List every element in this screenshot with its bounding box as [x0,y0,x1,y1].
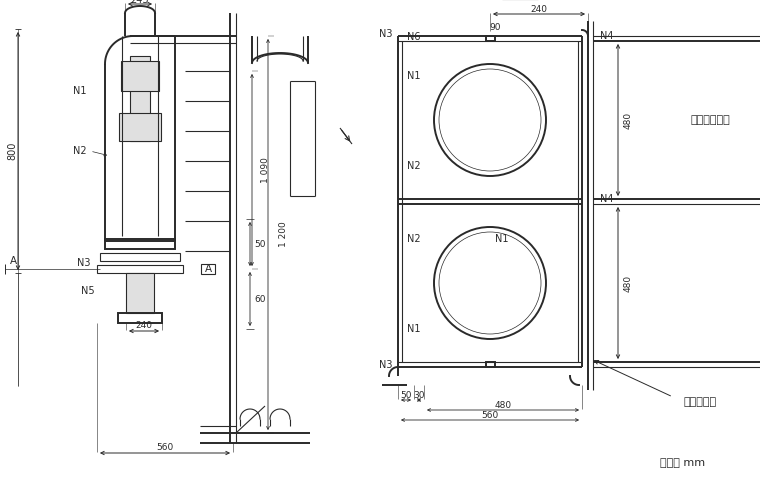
Text: 245: 245 [131,0,149,5]
Bar [486,362,495,367]
Bar [486,36,495,41]
Text: 60: 60 [255,295,266,303]
Text: 钢箱梁横隔板: 钢箱梁横隔板 [690,115,730,125]
Text: 50: 50 [401,390,412,400]
Bar [126,273,154,313]
Text: 50: 50 [255,240,266,248]
Text: N4: N4 [600,31,613,41]
Text: 480: 480 [623,274,632,292]
Text: 800: 800 [7,142,17,160]
Text: 1 090: 1 090 [261,157,271,183]
Text: 560: 560 [157,443,173,453]
Text: N1: N1 [407,71,420,81]
Text: 1 200: 1 200 [280,221,289,247]
Bar [118,313,162,323]
Text: 单位： mm: 单位： mm [660,458,705,468]
Text: N1: N1 [74,86,87,96]
Text: N5: N5 [81,286,95,296]
Text: 480: 480 [495,401,511,409]
Text: N2: N2 [74,146,87,156]
Text: 30: 30 [413,390,425,400]
Bar [121,61,159,91]
Text: 480: 480 [623,111,632,129]
Text: 560: 560 [481,410,499,419]
Bar [97,265,183,273]
Text: N6: N6 [407,31,420,42]
Text: N1: N1 [495,234,508,244]
Text: N3: N3 [77,258,90,268]
Bar [119,113,161,141]
Text: N1: N1 [407,324,420,334]
Text: 240: 240 [135,322,153,330]
Bar [201,264,215,274]
Bar [105,239,175,249]
Text: N3: N3 [379,29,393,39]
Text: 钢箱梁腹板: 钢箱梁腹板 [683,397,716,407]
Text: 90: 90 [489,23,501,31]
Text: N2: N2 [407,161,420,171]
Text: 240: 240 [530,4,547,13]
Bar [100,253,180,261]
Text: A: A [204,264,211,274]
Text: N3: N3 [379,360,393,370]
Bar [130,56,150,141]
Text: N4: N4 [600,194,613,204]
Text: N2: N2 [407,234,420,244]
Text: A-A: A-A [508,0,532,1]
Text: A: A [10,256,17,266]
